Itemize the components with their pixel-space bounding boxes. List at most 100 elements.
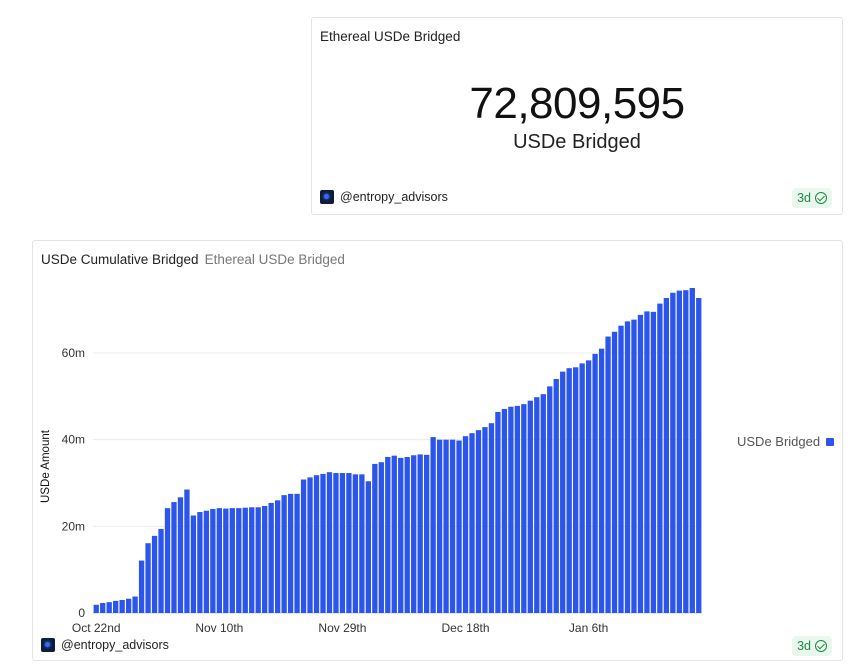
bar[interactable]: [385, 457, 391, 613]
avatar: [41, 638, 55, 652]
bar[interactable]: [469, 433, 475, 613]
bar[interactable]: [508, 406, 514, 613]
bar[interactable]: [197, 512, 203, 613]
bar[interactable]: [696, 297, 702, 613]
bar[interactable]: [663, 297, 670, 613]
bar[interactable]: [210, 509, 216, 613]
bar[interactable]: [404, 457, 410, 613]
bar[interactable]: [424, 454, 430, 613]
bar[interactable]: [171, 502, 177, 613]
bar[interactable]: [566, 368, 572, 613]
bar[interactable]: [436, 439, 443, 613]
bar[interactable]: [585, 360, 592, 613]
bar[interactable]: [190, 515, 197, 614]
bar[interactable]: [138, 560, 145, 613]
bar[interactable]: [125, 598, 132, 613]
bar[interactable]: [398, 457, 404, 613]
bar[interactable]: [650, 311, 657, 613]
bar[interactable]: [365, 481, 371, 613]
bar[interactable]: [274, 500, 281, 613]
bar[interactable]: [547, 386, 553, 613]
bar[interactable]: [553, 379, 559, 613]
bar[interactable]: [618, 325, 624, 613]
bar[interactable]: [158, 528, 164, 613]
bar[interactable]: [236, 508, 242, 613]
bar[interactable]: [281, 495, 287, 613]
bar[interactable]: [262, 505, 268, 613]
bar[interactable]: [113, 600, 119, 613]
bar[interactable]: [145, 543, 151, 613]
bar[interactable]: [346, 473, 352, 613]
bar[interactable]: [534, 397, 540, 613]
bar[interactable]: [249, 507, 255, 613]
bar[interactable]: [644, 311, 650, 613]
bar[interactable]: [313, 475, 320, 613]
bar[interactable]: [598, 348, 605, 613]
bar[interactable]: [333, 473, 339, 613]
bar[interactable]: [391, 455, 397, 613]
bar[interactable]: [657, 303, 663, 613]
bar[interactable]: [605, 336, 611, 613]
bar[interactable]: [676, 290, 682, 613]
bar[interactable]: [132, 596, 138, 613]
bar[interactable]: [372, 463, 378, 613]
bar[interactable]: [255, 507, 261, 613]
bar[interactable]: [417, 454, 423, 613]
bar[interactable]: [637, 314, 644, 613]
bar[interactable]: [514, 405, 521, 613]
bar[interactable]: [203, 510, 210, 613]
bar[interactable]: [223, 508, 229, 613]
bar[interactable]: [495, 411, 501, 613]
bar[interactable]: [177, 497, 184, 613]
bar[interactable]: [670, 292, 676, 613]
bar[interactable]: [482, 427, 488, 613]
bar[interactable]: [475, 430, 482, 613]
refresh-badge[interactable]: 3d: [792, 636, 832, 656]
bar[interactable]: [320, 473, 326, 613]
bar[interactable]: [579, 363, 585, 613]
bar[interactable]: [300, 479, 307, 613]
bar[interactable]: [521, 404, 527, 613]
bar[interactable]: [624, 321, 631, 613]
bar[interactable]: [151, 535, 158, 613]
bar[interactable]: [430, 437, 436, 613]
bar[interactable]: [164, 508, 171, 613]
bar[interactable]: [449, 439, 456, 613]
bar[interactable]: [540, 394, 546, 613]
bar[interactable]: [501, 408, 508, 613]
bar[interactable]: [352, 474, 359, 613]
bar[interactable]: [119, 600, 125, 613]
bar[interactable]: [456, 440, 462, 613]
bar[interactable]: [411, 455, 417, 613]
chart-legend[interactable]: USDe Bridged: [737, 434, 835, 449]
bar[interactable]: [216, 508, 222, 613]
bar[interactable]: [326, 472, 333, 613]
bar[interactable]: [339, 473, 346, 613]
bar[interactable]: [229, 508, 235, 613]
bar[interactable]: [689, 288, 695, 613]
bar[interactable]: [611, 331, 618, 613]
bar[interactable]: [184, 489, 190, 614]
refresh-badge[interactable]: 3d: [792, 188, 832, 208]
bar[interactable]: [592, 353, 598, 613]
bar[interactable]: [242, 507, 248, 613]
bar[interactable]: [462, 436, 469, 613]
bar[interactable]: [268, 502, 274, 613]
bar[interactable]: [488, 423, 495, 613]
bar[interactable]: [683, 290, 689, 613]
bar[interactable]: [573, 367, 579, 613]
bar[interactable]: [443, 439, 449, 613]
bar[interactable]: [93, 604, 99, 613]
bar[interactable]: [294, 493, 300, 613]
bar[interactable]: [359, 474, 365, 613]
bar[interactable]: [106, 602, 112, 613]
bar[interactable]: [560, 371, 566, 613]
bar[interactable]: [287, 493, 294, 613]
author-link[interactable]: @entropy_advisors: [320, 190, 448, 204]
author-link[interactable]: @entropy_advisors: [41, 638, 169, 652]
bar[interactable]: [378, 462, 384, 613]
bar[interactable]: [527, 400, 533, 613]
bar[interactable]: [631, 319, 637, 613]
bar[interactable]: [100, 603, 106, 613]
bar[interactable]: [307, 477, 313, 613]
